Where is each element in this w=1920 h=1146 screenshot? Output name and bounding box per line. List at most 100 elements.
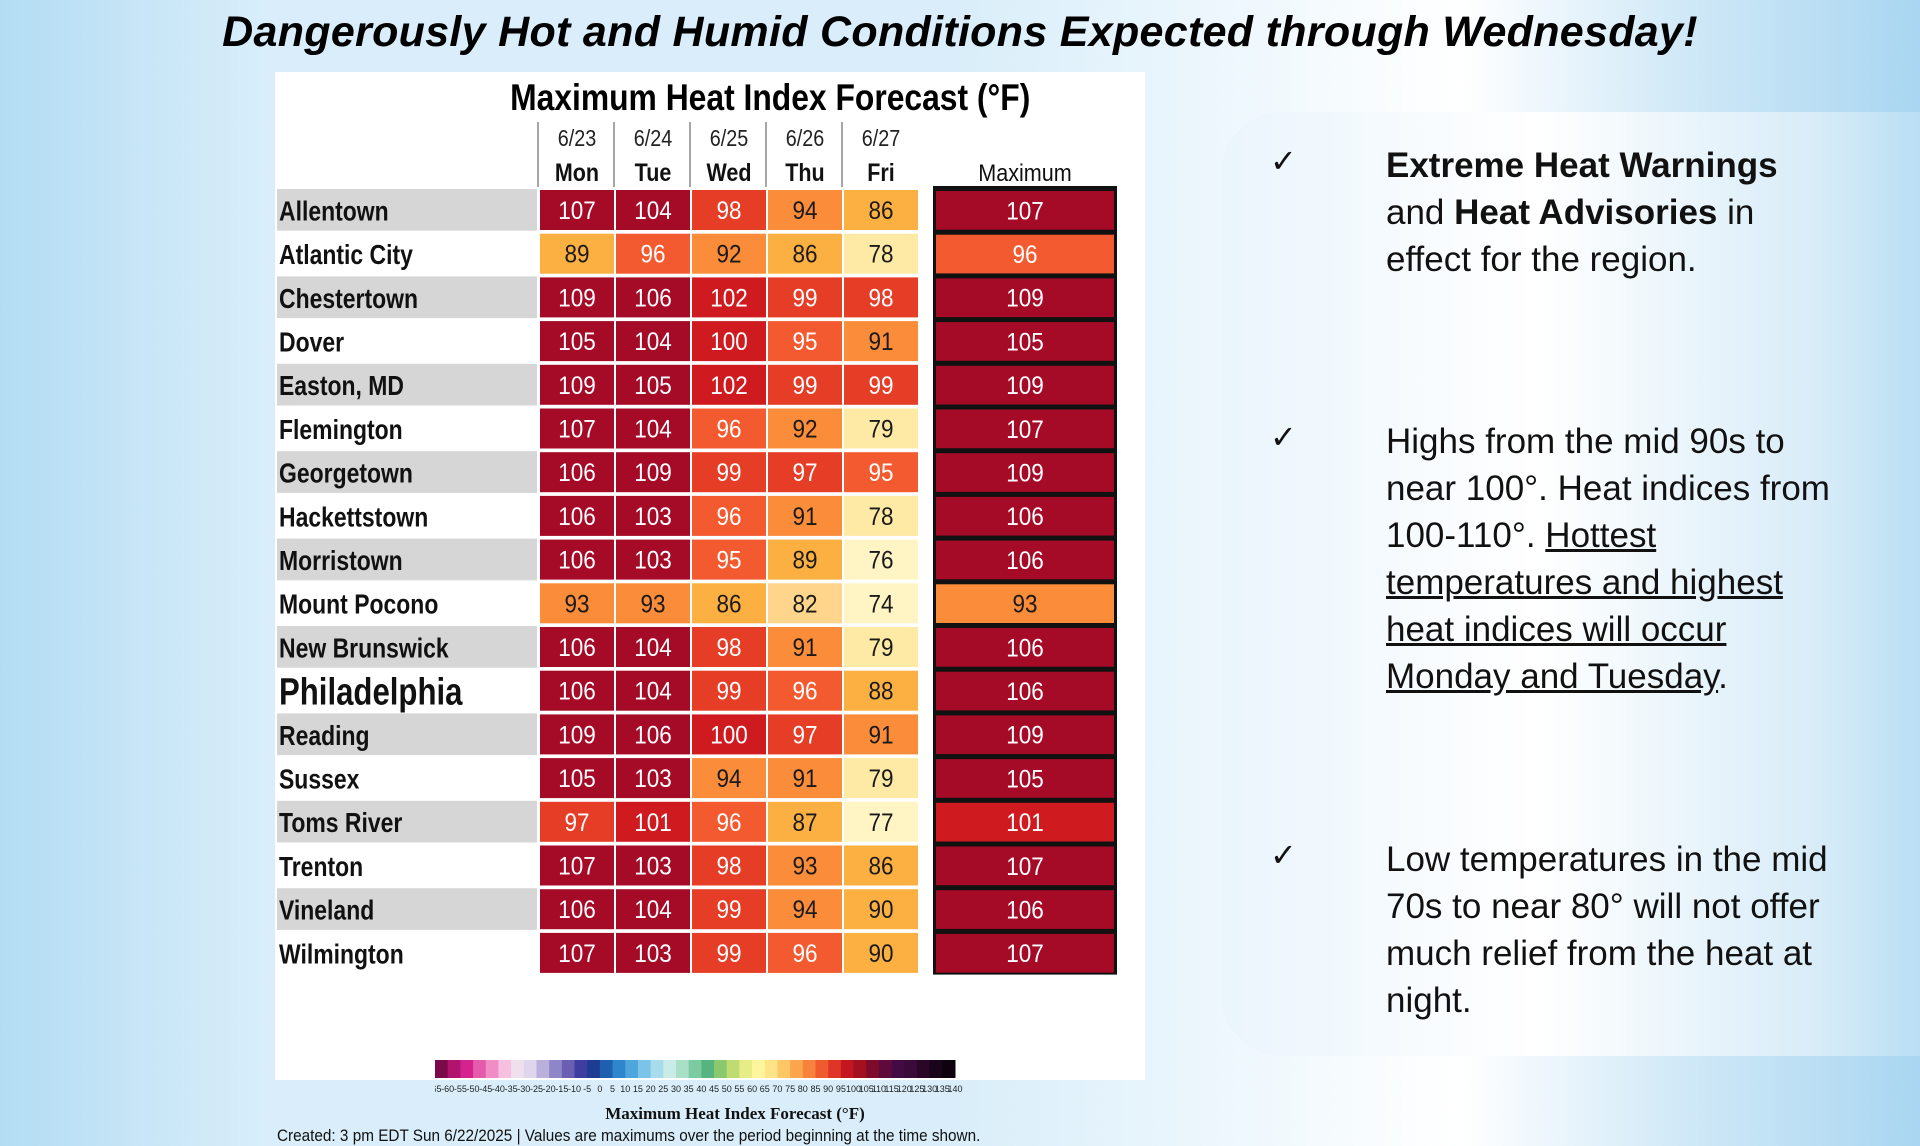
heat-cell-value: 93 — [792, 852, 817, 880]
heat-cell-value: 97 — [792, 459, 817, 487]
heat-cell — [768, 583, 842, 624]
heat-cell — [768, 408, 842, 449]
row-stripe — [277, 626, 537, 668]
colorbar-swatch — [853, 1060, 867, 1078]
maximum-cell — [936, 365, 1114, 405]
colorbar-swatch — [904, 1060, 918, 1078]
heat-cell — [844, 452, 918, 493]
heat-cell-value: 91 — [792, 503, 817, 531]
column-day-label: Tue — [635, 158, 672, 186]
colorbar-tick-label: -40 — [492, 1084, 505, 1094]
heat-cell-value: 109 — [558, 284, 596, 312]
colorbar-swatch — [637, 1060, 652, 1078]
heat-cell-value: 89 — [564, 241, 589, 269]
colorbar-swatch — [663, 1060, 677, 1078]
heat-cell-value: 90 — [868, 896, 893, 924]
heat-cell — [616, 408, 690, 449]
maximum-cell-value: 96 — [1012, 241, 1037, 269]
heat-cell — [540, 714, 614, 755]
city-label: Toms River — [279, 808, 402, 839]
heat-cell — [768, 539, 842, 580]
heat-cell-value: 100 — [710, 721, 748, 749]
heat-cell-value: 94 — [792, 197, 817, 225]
heat-cell-value: 78 — [868, 503, 893, 531]
colorbar-tick-label: -25 — [530, 1084, 543, 1094]
row-stripe — [277, 189, 537, 231]
bullet-text-part: Heat Advisories — [1454, 193, 1718, 232]
heat-cell — [692, 627, 766, 667]
maximum-cell — [936, 322, 1114, 361]
heat-cell — [540, 758, 614, 799]
colorbar-swatch — [916, 1060, 931, 1078]
colorbar-tick-label: -60 — [441, 1084, 454, 1094]
checkmark-icon: ✓ — [1270, 143, 1297, 179]
bullet-text-part: Extreme Heat Warnings — [1386, 146, 1778, 185]
colorbar-swatch — [561, 1060, 576, 1078]
heat-cell — [844, 539, 918, 580]
heat-cell-value: 94 — [716, 765, 741, 793]
bullet-text-part: Highs from the mid 90s to near 100°. Hea… — [1386, 422, 1830, 555]
heat-cell-value: 88 — [868, 678, 893, 706]
heat-cell-value: 99 — [716, 459, 741, 487]
colorbar-tick-label: 15 — [633, 1084, 643, 1094]
heat-cell-value: 95 — [868, 459, 893, 487]
bullet-text: Low temperatures in the mid 70s to near … — [1386, 836, 1836, 1024]
colorbar-tick-label: -45 — [479, 1084, 492, 1094]
heat-cell — [844, 889, 918, 930]
colorbar-tick-label: 35 — [684, 1084, 694, 1094]
colorbar-swatch — [447, 1060, 461, 1078]
colorbar-swatch — [536, 1060, 550, 1078]
maximum-cell-value: 106 — [1006, 896, 1044, 924]
heat-cell — [844, 932, 918, 973]
heat-cell — [540, 321, 614, 362]
colorbar-swatch — [752, 1060, 766, 1078]
heat-cell-value: 90 — [868, 940, 893, 968]
colorbar-swatch — [714, 1060, 728, 1078]
maximum-cell — [936, 890, 1114, 929]
colorbar-tick-label: -15 — [555, 1084, 568, 1094]
city-label: Hackettstown — [279, 502, 428, 533]
heat-cell — [768, 364, 842, 405]
heat-cell-value: 93 — [564, 590, 589, 618]
maximum-cell — [936, 409, 1114, 449]
column-day-label: Wed — [707, 158, 752, 186]
heat-cell-value: 96 — [716, 809, 741, 837]
maximum-cell — [936, 759, 1114, 798]
colorbar-tick-label: 40 — [696, 1084, 706, 1094]
colorbar-swatch — [828, 1060, 842, 1078]
heat-cell — [692, 670, 766, 711]
city-label: Dover — [279, 327, 344, 358]
maximum-cell — [936, 671, 1114, 711]
colorbar-tick-label: 0 — [597, 1084, 602, 1094]
heat-cell-value: 91 — [792, 765, 817, 793]
maximum-cell — [936, 453, 1114, 492]
city-label: Chestertown — [279, 284, 418, 315]
heat-cell — [692, 233, 766, 274]
heat-cell — [616, 758, 690, 799]
heat-cell — [768, 233, 842, 274]
city-label: Easton, MD — [279, 371, 404, 402]
colorbar-swatch — [790, 1060, 804, 1078]
heat-cell-value: 103 — [634, 940, 672, 968]
maximum-cell-value: 107 — [1006, 416, 1044, 444]
city-label: Philadelphia — [279, 672, 463, 714]
colorbar-swatch — [435, 1060, 449, 1078]
heat-cell-value: 99 — [868, 372, 893, 400]
maximum-cell — [936, 496, 1114, 536]
heat-cell — [844, 583, 918, 624]
maximum-cell-value: 107 — [1006, 197, 1044, 225]
heat-cell — [692, 495, 766, 536]
maximum-column-frame — [933, 186, 1117, 975]
heat-cell-value: 86 — [792, 241, 817, 269]
heat-cell — [844, 190, 918, 230]
bullet-text: Highs from the mid 90s to near 100°. Hea… — [1386, 418, 1836, 700]
colorbar-swatch — [460, 1060, 474, 1078]
heat-cell-value: 96 — [792, 940, 817, 968]
heat-cell — [768, 932, 842, 973]
maximum-cell-value: 107 — [1006, 853, 1044, 881]
colorbar-swatch — [802, 1060, 816, 1078]
column-date-label: 6/25 — [710, 126, 749, 152]
heat-cell-value: 86 — [716, 590, 741, 618]
heat-cell-value: 91 — [868, 721, 893, 749]
colorbar-tick-label: -20 — [543, 1084, 556, 1094]
